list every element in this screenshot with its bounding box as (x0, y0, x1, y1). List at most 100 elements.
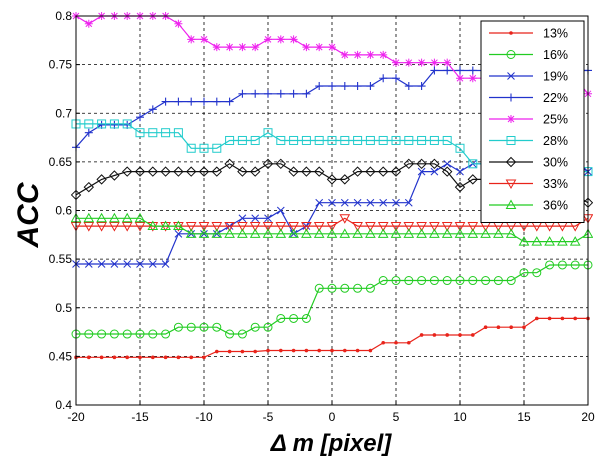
data-point-28pct (84, 119, 94, 129)
data-point-22pct (468, 66, 477, 75)
data-point-36pct (493, 228, 504, 238)
data-point-19pct (353, 198, 362, 207)
series-line-36pct (76, 217, 589, 243)
data-point-25pct (302, 43, 311, 52)
data-point-33pct (441, 222, 453, 232)
data-point-19pct (430, 167, 439, 176)
data-point-16pct (212, 322, 222, 332)
data-point-33pct (429, 222, 440, 232)
data-point-30pct (429, 158, 440, 170)
legend-label: 16% (543, 48, 568, 62)
data-point-36pct (301, 228, 312, 238)
legend-label: 19% (543, 70, 568, 84)
data-point-36pct (198, 228, 210, 238)
data-point-28pct (417, 135, 427, 145)
legend-label: 28% (543, 134, 568, 148)
data-point-16pct (199, 322, 209, 332)
data-point-22pct (136, 113, 144, 122)
data-point-30pct (224, 158, 235, 170)
data-point-16pct (237, 329, 247, 339)
data-point-13pct (279, 348, 283, 353)
data-point-33pct (377, 222, 389, 232)
data-point-28pct (289, 135, 299, 145)
data-point-28pct (391, 135, 401, 145)
data-point-22pct (289, 89, 298, 98)
data-point-13pct (509, 325, 513, 330)
data-point-36pct (441, 228, 453, 238)
data-point-28pct (212, 143, 222, 153)
data-point-19pct (136, 260, 144, 268)
data-point-13pct (151, 355, 155, 360)
data-point-28pct (135, 128, 145, 138)
data-point-25pct (340, 50, 349, 59)
data-point-28pct (327, 135, 337, 145)
data-point-16pct (135, 329, 145, 339)
data-point-36pct (377, 228, 389, 238)
data-point-22pct (174, 97, 183, 106)
data-point-28pct (225, 135, 235, 145)
legend-item-30pct: 30% (489, 156, 568, 170)
data-point-22pct (148, 105, 157, 114)
x-tick-label: 20 (581, 410, 595, 424)
legend-swatch-marker (505, 199, 517, 209)
legend-box (480, 20, 585, 223)
data-point-33pct (211, 222, 223, 232)
data-point-33pct (237, 222, 248, 232)
x-tick-label: -10 (195, 410, 213, 424)
legend-item-28pct: 28% (489, 134, 568, 148)
data-point-13pct (176, 355, 181, 360)
data-point-13pct (471, 333, 475, 337)
data-point-13pct (227, 349, 232, 354)
data-point-22pct (417, 82, 426, 91)
data-point-36pct (262, 228, 274, 238)
data-point-22pct (200, 97, 208, 106)
data-point-28pct (97, 119, 107, 129)
data-point-13pct (304, 348, 309, 353)
data-point-19pct (264, 214, 272, 223)
data-point-30pct (96, 174, 107, 185)
data-point-19pct (379, 198, 388, 207)
data-point-16pct (378, 276, 388, 286)
x-tick-label: 15 (517, 410, 531, 424)
x-tick-label: -15 (131, 410, 149, 424)
data-point-13pct (99, 355, 104, 360)
data-point-33pct (365, 222, 376, 232)
data-point-25pct (264, 35, 272, 44)
data-point-22pct (187, 97, 196, 106)
data-point-13pct (240, 349, 245, 354)
data-point-33pct (288, 222, 299, 232)
data-point-25pct (404, 58, 413, 67)
data-point-36pct (211, 228, 223, 238)
data-point-25pct (276, 35, 285, 44)
data-point-33pct (262, 222, 274, 232)
data-point-19pct (97, 260, 106, 268)
data-point-13pct (560, 316, 565, 321)
legend-label: 30% (543, 156, 568, 170)
data-point-13pct (407, 340, 411, 345)
data-point-36pct (121, 212, 133, 223)
x-axis-label: Δ m [pixel] (270, 430, 393, 457)
data-point-25pct (366, 50, 375, 59)
data-point-25pct (174, 19, 183, 28)
data-point-30pct (339, 174, 351, 185)
data-point-19pct (417, 167, 426, 176)
data-point-36pct (480, 228, 491, 238)
data-point-25pct (238, 43, 247, 52)
data-point-28pct (122, 119, 132, 129)
data-point-13pct (368, 348, 373, 353)
data-point-28pct (455, 143, 465, 153)
data-point-36pct (544, 236, 555, 246)
data-point-28pct (186, 143, 196, 153)
data-point-28pct (237, 135, 247, 145)
data-point-25pct (468, 74, 477, 83)
data-point-22pct (161, 97, 170, 106)
data-point-22pct (276, 89, 285, 98)
data-point-16pct (455, 276, 465, 286)
legend-swatch-marker (506, 50, 516, 59)
data-point-30pct (173, 166, 184, 177)
data-point-36pct (403, 228, 415, 238)
data-point-30pct (160, 166, 171, 177)
data-point-19pct (110, 260, 119, 268)
x-tick-label: 0 (329, 410, 336, 424)
legend-swatch-marker (509, 31, 513, 35)
